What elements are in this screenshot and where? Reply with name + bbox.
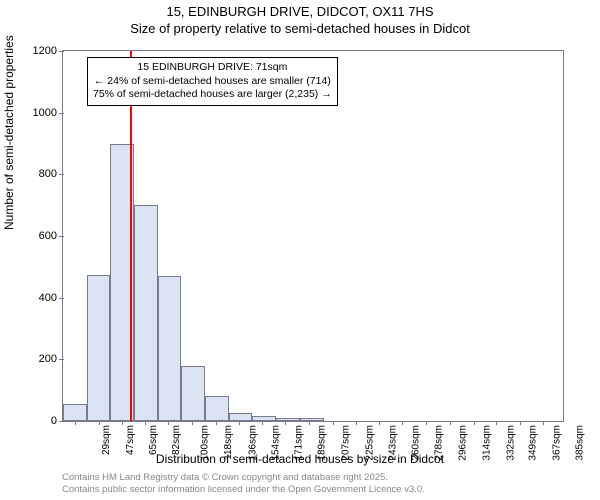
chart-container: 15, EDINBURGH DRIVE, DIDCOT, OX11 7HS Si… [0,0,600,500]
title-line-1: 15, EDINBURGH DRIVE, DIDCOT, OX11 7HS [0,4,600,21]
footer-line-2: Contains public sector information licen… [62,484,425,496]
y-tick: 0 [51,415,63,427]
histogram-bar [205,396,229,421]
histogram-bar [276,418,300,421]
y-axis-label: Number of semi-detached properties [2,35,16,230]
annotation-line-2: ← 24% of semi-detached houses are smalle… [93,75,332,89]
y-tick: 1200 [33,45,63,57]
y-tick: 800 [39,168,63,180]
annotation-line-1: 15 EDINBURGH DRIVE: 71sqm [93,61,332,75]
y-tick: 1000 [33,107,63,119]
plot-area: 02004006008001000120029sqm47sqm65sqm82sq… [62,50,564,422]
x-tick: 29sqm [101,425,112,455]
y-tick: 200 [39,353,63,365]
y-tick: 400 [39,292,63,304]
footer-attribution: Contains HM Land Registry data © Crown c… [62,472,425,496]
histogram-bar [63,404,87,421]
histogram-bar [181,366,205,422]
x-tick: 47sqm [125,425,136,455]
histogram-bar [134,205,158,421]
annotation-line-3: 75% of semi-detached houses are larger (… [93,88,332,102]
property-annotation: 15 EDINBURGH DRIVE: 71sqm ← 24% of semi-… [87,57,338,106]
histogram-bar [252,416,276,421]
property-marker-line [130,51,132,421]
y-tick: 600 [39,230,63,242]
histogram-bar [87,275,111,421]
title-line-2: Size of property relative to semi-detach… [0,21,600,38]
x-tick: 65sqm [148,425,159,455]
histogram-bar [158,276,182,421]
histogram-bar [300,418,324,421]
chart-title: 15, EDINBURGH DRIVE, DIDCOT, OX11 7HS Si… [0,0,600,38]
x-tick: 82sqm [171,425,182,455]
footer-line-1: Contains HM Land Registry data © Crown c… [62,472,425,484]
histogram-bar [229,413,253,421]
x-axis-label: Distribution of semi-detached houses by … [0,452,600,466]
